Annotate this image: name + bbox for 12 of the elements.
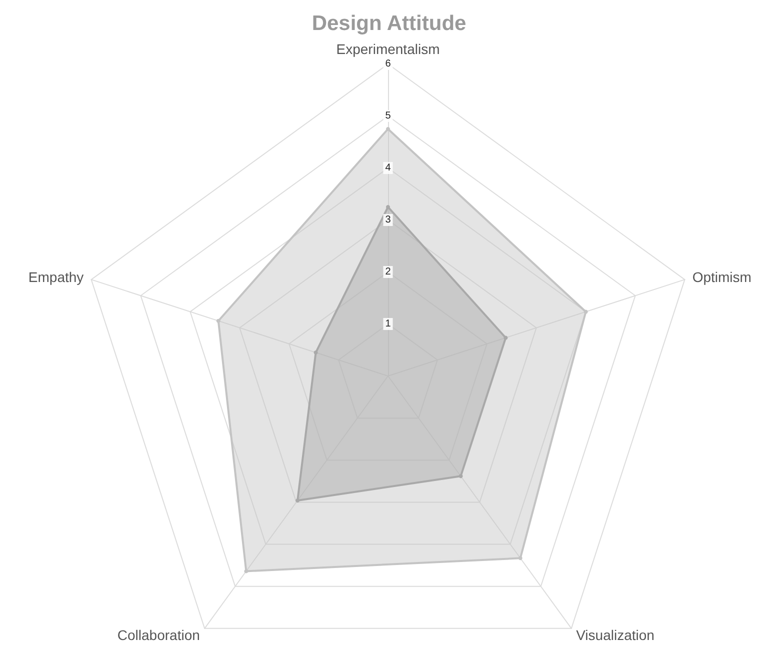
y-tick-label: 2: [385, 266, 392, 278]
spoke-label: Optimism: [692, 269, 752, 286]
y-tick-label: 4: [385, 162, 392, 174]
y-tick-label: 5: [385, 110, 392, 122]
y-tick-label: 3: [385, 214, 392, 226]
chart-title: Design Attitude: [312, 12, 466, 35]
spoke-label: Experimentalism: [336, 41, 440, 57]
y-tick-label: 6: [385, 58, 392, 70]
spoke-label: Empathy: [28, 269, 84, 286]
spoke-label: Collaboration: [117, 626, 200, 643]
y-tick-label: 1: [385, 318, 392, 330]
spoke-label: Visualization: [576, 626, 654, 643]
